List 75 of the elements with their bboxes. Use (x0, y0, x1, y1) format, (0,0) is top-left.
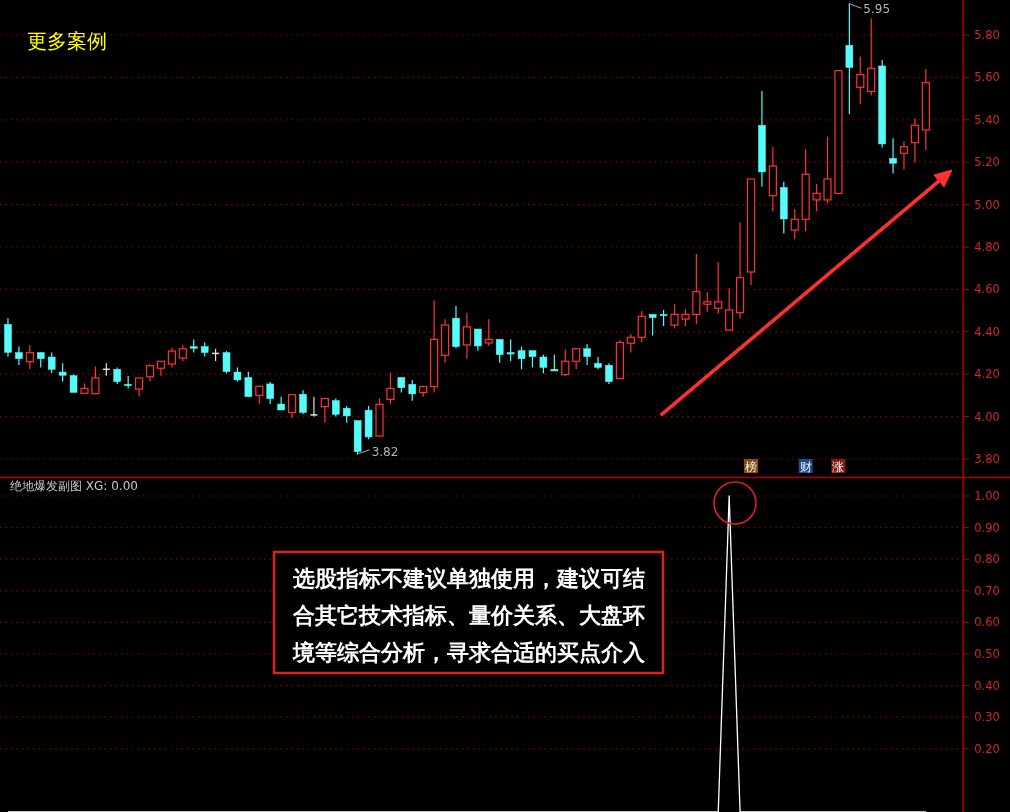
candlestick (58, 362, 67, 383)
candlestick (910, 117, 920, 163)
candlestick (517, 346, 526, 370)
candlestick (637, 310, 646, 343)
candlestick (845, 2, 854, 115)
annotation: 选股指标不建议单独使用，建议可结合其它技术指标、量价关系、大盘环境等综合分析，寻求合适的买点介入 (291, 566, 646, 665)
candlestick (135, 377, 144, 398)
candlestick (539, 354, 548, 374)
candlestick (605, 362, 613, 385)
y-tick-label: 5.20 (974, 155, 1000, 170)
candlestick (299, 389, 307, 415)
candlestick (47, 351, 56, 374)
y-tick-label: 0.40 (974, 678, 1000, 693)
y-tick-label: 0.90 (974, 520, 1000, 535)
y-tick-label: 5.40 (974, 112, 1000, 127)
candlestick (867, 17, 876, 97)
annotation: 财 (799, 460, 812, 474)
candlestick (725, 287, 734, 331)
candlestick (386, 372, 395, 405)
candlestick (703, 291, 712, 313)
candlestick (484, 318, 493, 347)
candlestick (408, 379, 417, 402)
candlestick (506, 338, 515, 362)
annotation: 5.95 (863, 2, 891, 17)
candlestick (244, 371, 253, 398)
candlestick (15, 346, 23, 366)
candlestick (332, 397, 340, 418)
candlestick (714, 261, 723, 315)
candlestick (495, 338, 504, 364)
candlestick (287, 394, 297, 419)
candlestick (692, 253, 701, 325)
y-tick-label: 4.20 (974, 367, 1000, 382)
annotation: 3.82 (371, 444, 399, 459)
candlestick (670, 303, 679, 329)
candlestick (594, 356, 602, 370)
candlestick (648, 313, 657, 337)
candlestick (790, 208, 799, 240)
y-tick-label: 3.80 (974, 451, 1000, 466)
y-tick-label: 5.00 (974, 197, 1000, 212)
candlestick (320, 397, 329, 424)
candlestick (561, 348, 570, 377)
y-tick-label: 0.60 (974, 615, 1000, 630)
annotation: 榜 (745, 460, 758, 474)
candlestick (91, 365, 100, 395)
y-tick-label: 4.40 (974, 324, 1000, 339)
candlestick (899, 141, 909, 170)
y-tick-label: 4.60 (974, 282, 1000, 297)
candlestick (474, 328, 482, 352)
candlestick (889, 137, 897, 175)
candlestick (812, 183, 821, 212)
candlestick (572, 348, 581, 370)
annotation: 涨 (832, 460, 845, 474)
y-tick-label: 5.80 (974, 27, 1000, 42)
y-tick-label: 0.20 (974, 741, 1000, 756)
y-tick-label: 1.00 (974, 489, 1000, 504)
candlestick (266, 381, 274, 405)
candlestick (69, 373, 78, 394)
y-tick-label: 4.80 (974, 239, 1000, 254)
candlestick (856, 56, 865, 105)
y-tick-label: 0.70 (974, 583, 1000, 598)
y-tick-label: 0.50 (974, 647, 1000, 662)
candlestick (309, 396, 319, 418)
candlestick (167, 347, 176, 368)
candlestick (823, 136, 832, 204)
candlestick (462, 312, 472, 360)
y-tick-label: 0.30 (974, 710, 1000, 725)
candlestick (25, 344, 34, 370)
y-tick-label: 5.60 (974, 70, 1000, 85)
candlestick (626, 333, 635, 354)
y-tick-label: 0.80 (974, 552, 1000, 567)
candlestick (583, 343, 591, 366)
chart-title: 绝地爆发副图 XG: 0.00 (10, 479, 138, 493)
candlestick (222, 350, 231, 374)
annotation: 更多案例 (27, 29, 107, 53)
y-tick-label: 4.00 (974, 409, 1000, 424)
